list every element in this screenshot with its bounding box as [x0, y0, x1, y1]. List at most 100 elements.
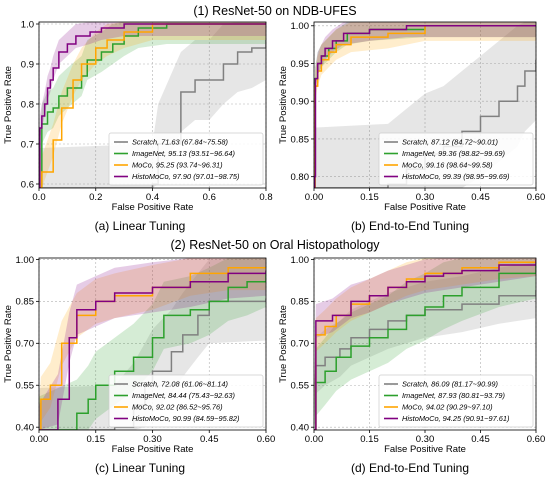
line-imagenet [314, 264, 536, 430]
legend-box [378, 132, 534, 186]
x-tick-label: 0.8 [259, 192, 272, 203]
panel-caption-a: (a) Linear Tuning [95, 219, 186, 233]
y-tick-label: 0.8 [21, 99, 34, 110]
x-tick-label: 0.60 [527, 192, 546, 203]
section-title-1: (1) ResNet-50 on NDB-UFES [193, 4, 356, 18]
x-tick-label: 0.4 [146, 192, 159, 203]
x-tick-label: 0.30 [143, 434, 162, 445]
band-histomoco [314, 22, 536, 188]
y-tick-label: 0.95 [291, 59, 310, 70]
legend-entry-imagenet: ImageNet, 95.13 (93.51~96.64) [132, 149, 235, 158]
legend-entry-imagenet: ImageNet, 87.93 (80.81~93.79) [402, 391, 505, 400]
line-histomoco [39, 270, 266, 430]
roc-panel-ndb-linear: 0.0 0.2 0.4 0.6 0.8 0.6 0.7 0.8 0.9 1.0 False Posi… [3, 19, 273, 213]
line-imagenet [39, 23, 266, 188]
legend-box [108, 374, 264, 428]
legend-entry-histomoco: HistoMoCo, 97.90 (97.01~98.75) [132, 172, 240, 181]
legend-box [378, 374, 534, 428]
band-imagenet [314, 22, 536, 188]
legend: Scratch, 71.63 (67.84~75.58) ImageNet, 95… [108, 132, 264, 186]
x-tick-label: 0.2 [89, 192, 102, 203]
legend-entry-histomoco: HistoMoCo, 99.39 (98.95~99.69) [402, 172, 510, 181]
series-layer [39, 22, 266, 188]
legend-entry-imagenet: ImageNet, 99.36 (98.82~99.69) [402, 149, 505, 158]
legend-entry-scratch: Scratch, 71.63 (67.84~75.58) [132, 138, 228, 147]
x-tick-label: 0.30 [416, 434, 435, 445]
x-tick-label: 0.0 [32, 192, 45, 203]
x-axis-label: False Positive Rate [112, 444, 194, 455]
legend-entry-moco: MoCo, 95.25 (93.74~96.31) [132, 161, 223, 170]
line-histomoco [314, 259, 536, 430]
legend-entry-scratch: Scratch, 87.12 (84.72~90.01) [402, 138, 498, 147]
x-tick-label: 0.15 [360, 434, 379, 445]
y-tick-label: 1.00 [291, 255, 310, 266]
section-title-2: (2) ResNet-50 on Oral Histopathology [170, 238, 380, 252]
legend: Scratch, 72.08 (61.06~81.14) ImageNet, 84… [108, 374, 264, 428]
line-moco [39, 23, 266, 188]
band-scratch [39, 22, 266, 188]
y-tick-label: 0.40 [291, 423, 310, 434]
y-tick-label: 0.70 [16, 339, 35, 350]
y-tick-label: 0.70 [291, 339, 310, 350]
x-tick-label: 0.15 [87, 434, 106, 445]
panel-caption-d: (d) End-to-End Tuning [351, 461, 469, 475]
y-tick-label: 0.9 [21, 59, 34, 70]
line-moco [314, 25, 536, 188]
legend: Scratch, 87.12 (84.72~90.01) ImageNet, 99… [378, 132, 534, 186]
roc-panel-oral-end-to-end: 0.00 0.15 0.30 0.45 0.60 0.40 0.55 0.70 0.85 1.00… [278, 255, 545, 455]
x-tick-label: 0.15 [360, 192, 379, 203]
panel-caption-b: (b) End-to-End Tuning [351, 219, 469, 233]
y-axis-label: True Positive Rate [278, 66, 289, 144]
y-tick-label: 0.6 [21, 179, 34, 190]
x-tick-label: 0.45 [200, 434, 219, 445]
y-tick-label: 0.55 [291, 381, 310, 392]
line-histomoco [314, 25, 536, 188]
legend-entry-imagenet: ImageNet, 84.44 (75.43~92.63) [132, 391, 235, 400]
legend-entry-moco: MoCo, 92.02 (86.52~95.76) [132, 403, 223, 412]
x-tick-label: 0.00 [30, 434, 49, 445]
legend: Scratch, 86.09 (81.17~90.99) ImageNet, 87… [378, 374, 534, 428]
line-histomoco [39, 23, 266, 188]
roc-panel-oral-linear: 0.00 0.15 0.30 0.45 0.60 0.40 0.55 0.70 0.85 1.00… [3, 255, 275, 455]
band-moco [314, 22, 536, 188]
legend-box [108, 132, 264, 186]
y-tick-label: 0.7 [21, 139, 34, 150]
x-tick-label: 0.00 [305, 434, 324, 445]
x-axis-label: False Positive Rate [384, 202, 466, 213]
series-layer [314, 258, 536, 430]
y-tick-label: 0.80 [291, 172, 310, 183]
y-axis-label: True Positive Rate [3, 66, 14, 144]
x-tick-label: 0.30 [416, 192, 435, 203]
y-tick-label: 1.0 [21, 19, 34, 30]
y-tick-label: 0.55 [16, 381, 35, 392]
series-layer [39, 258, 266, 430]
line-imagenet [39, 273, 266, 430]
x-tick-label: 0.6 [203, 192, 216, 203]
y-tick-label: 0.90 [291, 97, 310, 108]
y-tick-label: 0.85 [291, 134, 310, 145]
y-tick-label: 0.85 [291, 297, 310, 308]
legend-entry-histomoco: HistoMoCo, 94.25 (90.91~97.61) [402, 414, 510, 423]
x-axis-label: False Positive Rate [112, 202, 194, 213]
y-axis-label: True Positive Rate [3, 305, 14, 383]
band-histomoco [39, 22, 266, 188]
x-tick-label: 0.60 [527, 434, 546, 445]
y-tick-label: 0.85 [16, 297, 35, 308]
x-axis-label: False Positive Rate [384, 444, 466, 455]
band-imagenet [314, 258, 536, 430]
x-tick-label: 0.45 [471, 434, 490, 445]
y-axis-label: True Positive Rate [278, 305, 289, 383]
panel-caption-c: (c) Linear Tuning [95, 461, 185, 475]
x-tick-label: 0.00 [305, 192, 324, 203]
legend-entry-scratch: Scratch, 86.09 (81.17~90.99) [402, 380, 498, 389]
y-tick-label: 0.40 [16, 423, 35, 434]
x-tick-label: 0.60 [257, 434, 276, 445]
x-tick-label: 0.45 [471, 192, 490, 203]
legend-entry-histomoco: HistoMoCo, 90.99 (84.59~95.82) [132, 414, 240, 423]
y-tick-label: 1.00 [16, 255, 35, 266]
legend-entry-scratch: Scratch, 72.08 (61.06~81.14) [132, 380, 228, 389]
legend-entry-moco: MoCo, 94.02 (90.29~97.10) [402, 403, 493, 412]
legend-entry-moco: MoCo, 99.16 (98.64~99.58) [402, 161, 493, 170]
roc-panel-ndb-end-to-end: 0.00 0.15 0.30 0.45 0.60 0.80 0.85 0.90 0.95 1.00… [278, 21, 545, 213]
